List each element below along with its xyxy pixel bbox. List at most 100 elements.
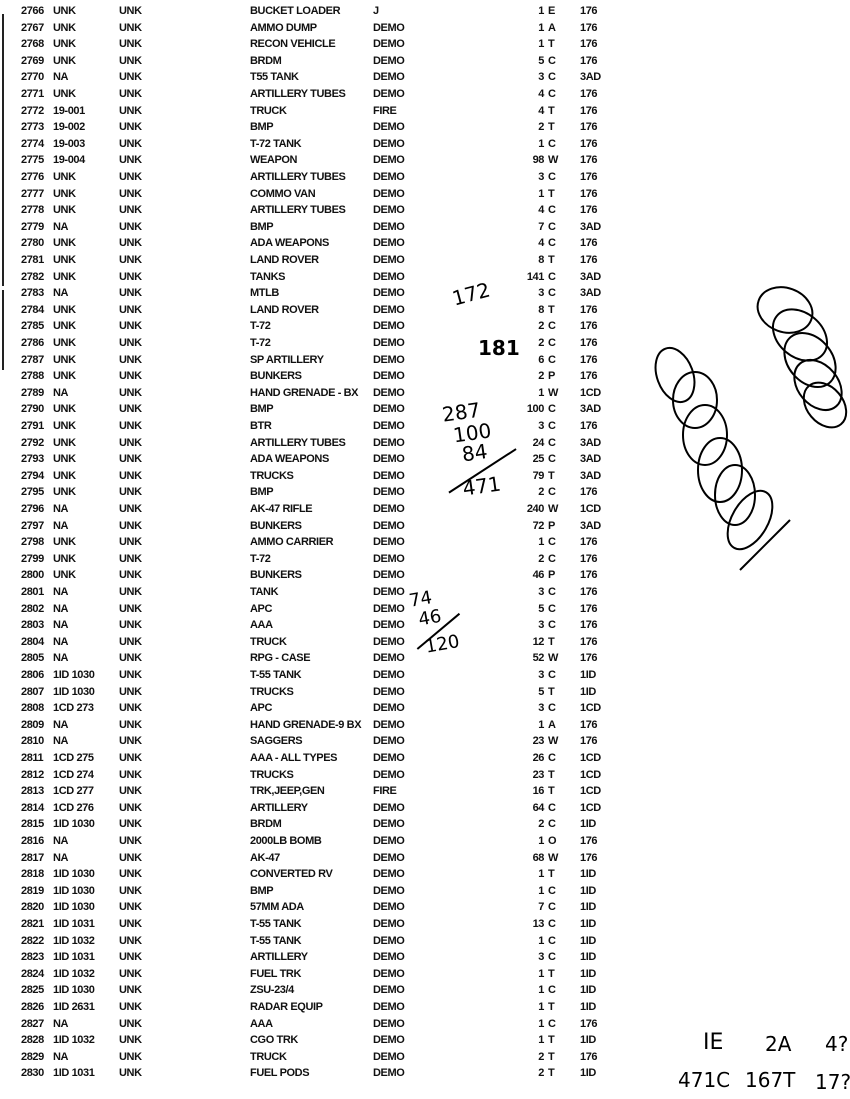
- cell-code: 176: [580, 652, 598, 665]
- cell-unit: 19-004: [53, 154, 85, 167]
- cell-id: 2767: [21, 21, 44, 34]
- cell-type: T: [548, 967, 555, 980]
- cell-unit: UNK: [53, 552, 76, 565]
- cell-description: TRUCKS: [250, 685, 294, 698]
- cell-action: DEMO: [373, 420, 405, 432]
- cell-location: UNK: [119, 104, 142, 117]
- cell-code: 176: [580, 54, 598, 67]
- table-row: 2795 UNK UNK BMP DEMO 2 C 176: [0, 486, 620, 502]
- cell-description: T-72: [250, 320, 271, 333]
- cell-action: DEMO: [373, 187, 405, 200]
- cell-quantity: 52: [532, 652, 545, 665]
- cell-description: SP ARTILLERY: [250, 353, 324, 366]
- cell-id: 2812: [21, 768, 44, 781]
- cell-description: RADAR EQUIP: [250, 1001, 323, 1013]
- cell-id: 2822: [21, 934, 44, 947]
- cell-code: 3AD: [580, 469, 601, 482]
- cell-location: UNK: [119, 536, 142, 549]
- table-row: 2796 NA UNK AK-47 RIFLE DEMO 240 W 1CD: [0, 503, 620, 519]
- cell-type: T: [548, 868, 555, 881]
- cell-location: UNK: [119, 519, 142, 532]
- cell-unit: 1ID 1032: [53, 967, 95, 980]
- cell-unit: 1CD 273: [53, 702, 94, 715]
- cell-code: 176: [580, 21, 598, 34]
- cell-unit: UNK: [53, 21, 76, 34]
- cell-description: FUEL PODS: [250, 1067, 310, 1080]
- cell-id: 2770: [21, 71, 44, 84]
- cell-id: 2768: [21, 38, 44, 51]
- cell-location: UNK: [119, 884, 142, 897]
- cell-code: 176: [580, 420, 598, 432]
- cell-unit: UNK: [53, 254, 76, 266]
- cell-unit: UNK: [53, 436, 76, 449]
- cell-id: 2819: [21, 884, 44, 897]
- cell-action: DEMO: [373, 54, 405, 67]
- cell-action: DEMO: [373, 718, 405, 731]
- cell-quantity: 1: [538, 21, 544, 34]
- cell-action: DEMO: [373, 884, 405, 897]
- cell-quantity: 1: [538, 984, 544, 997]
- table-row: 2790 UNK UNK BMP DEMO 100 C 3AD: [0, 403, 620, 419]
- cell-description: T-55 TANK: [250, 918, 302, 930]
- cell-location: UNK: [119, 453, 142, 466]
- cell-id: 2782: [21, 270, 44, 283]
- cell-quantity: 1: [538, 5, 544, 17]
- cell-location: UNK: [119, 951, 142, 964]
- cell-id: 2830: [21, 1067, 44, 1080]
- cell-quantity: 5: [538, 685, 544, 698]
- cell-action: DEMO: [373, 685, 405, 698]
- table-row: 2783 NA UNK MTLB DEMO 3 C 3AD: [0, 287, 620, 303]
- cell-location: UNK: [119, 801, 142, 814]
- cell-type: T: [548, 785, 555, 798]
- cell-action: DEMO: [373, 171, 405, 183]
- cell-code: 176: [580, 254, 598, 266]
- cell-unit: NA: [53, 519, 69, 532]
- cell-quantity: 2: [538, 337, 544, 349]
- cell-type: C: [548, 536, 556, 549]
- table-row: 2785 UNK UNK T-72 DEMO 2 C 176: [0, 320, 620, 336]
- cell-location: UNK: [119, 1001, 142, 1013]
- cell-quantity: 8: [538, 254, 544, 266]
- cell-type: C: [548, 602, 556, 615]
- cell-quantity: 12: [532, 635, 545, 648]
- cell-type: C: [548, 984, 556, 997]
- cell-quantity: 2: [538, 121, 544, 134]
- cell-action: DEMO: [373, 602, 405, 615]
- cell-unit: 1ID 1030: [53, 685, 95, 698]
- cell-description: HAND GRENADE - BX: [250, 386, 359, 399]
- cell-action: DEMO: [373, 287, 405, 300]
- cell-description: AAA - ALL TYPES: [250, 752, 338, 764]
- cell-quantity: 7: [538, 220, 544, 233]
- cell-location: UNK: [119, 984, 142, 997]
- cell-unit: NA: [53, 1050, 69, 1063]
- cell-id: 2793: [21, 453, 44, 466]
- cell-type: C: [548, 270, 556, 283]
- cell-code: 3AD: [580, 519, 601, 532]
- cell-unit: 1ID 1030: [53, 669, 95, 681]
- cell-code: 1ID: [580, 818, 596, 831]
- cell-quantity: 141: [526, 270, 545, 283]
- cell-quantity: 26: [532, 752, 545, 764]
- cell-description: BRDM: [250, 54, 282, 67]
- cell-location: UNK: [119, 154, 142, 167]
- cell-code: 176: [580, 370, 598, 383]
- cell-action: DEMO: [373, 752, 405, 764]
- cell-action: J: [373, 5, 379, 17]
- cell-action: DEMO: [373, 486, 405, 499]
- cell-id: 2829: [21, 1050, 44, 1063]
- cell-id: 2818: [21, 868, 44, 881]
- cell-quantity: 3: [538, 702, 544, 715]
- cell-type: C: [548, 951, 556, 964]
- table-row: 2818 1ID 1030 UNK CONVERTED RV DEMO 1 T 1ID: [0, 868, 620, 884]
- cell-unit: UNK: [53, 420, 76, 432]
- cell-unit: 1ID 1031: [53, 1067, 95, 1080]
- table-row: 2828 1ID 1032 UNK CGO TRK DEMO 1 T 1ID: [0, 1034, 620, 1050]
- cell-description: BMP: [250, 403, 274, 416]
- cell-code: 176: [580, 137, 598, 150]
- cell-unit: 1ID 1030: [53, 901, 95, 914]
- cell-id: 2816: [21, 835, 44, 847]
- cell-quantity: 1: [538, 1034, 544, 1047]
- cell-quantity: 13: [532, 918, 545, 930]
- cell-quantity: 1: [538, 967, 544, 980]
- cell-type: C: [548, 403, 556, 416]
